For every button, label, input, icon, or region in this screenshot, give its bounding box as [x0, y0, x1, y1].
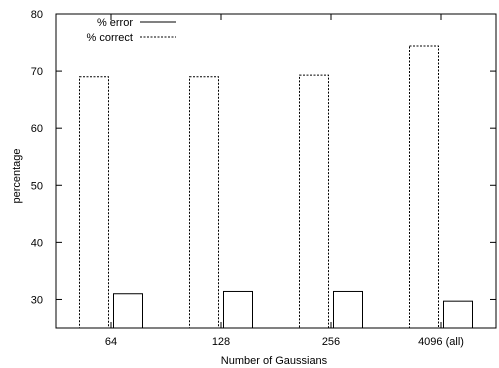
x-tick-label: 256 [322, 336, 340, 348]
x-tick-label: 128 [212, 336, 230, 348]
y-tick-label: 70 [31, 66, 43, 78]
bar-error-1 [223, 290, 253, 329]
legend-label-error: % error [97, 17, 133, 29]
bar-correct-3 [409, 45, 439, 329]
y-axis-title: percentage [11, 148, 23, 203]
x-axis-title: Number of Gaussians [221, 355, 328, 367]
x-tick-label: 64 [105, 336, 117, 348]
bar-error-3 [443, 300, 473, 329]
axes [55, 13, 497, 329]
bar-correct-1 [189, 76, 219, 329]
y-tick-label: 30 [31, 294, 43, 306]
y-tick-label: 50 [31, 180, 43, 192]
legend: % error % correct [87, 17, 176, 44]
plot-frame [55, 13, 497, 329]
y-tick-label: 60 [31, 123, 43, 135]
bar-error-0 [113, 293, 143, 329]
bar-correct-2 [299, 74, 329, 329]
y-tick-label: 40 [31, 237, 43, 249]
x-tick-label: 4096 (all) [418, 336, 464, 348]
legend-label-correct: % correct [87, 32, 133, 44]
bar-correct-0 [79, 76, 109, 329]
bar-error-2 [333, 290, 363, 329]
tick-labels: 30 40 50 60 70 80 64 128 256 4096 (all) [31, 9, 464, 348]
y-tick-label: 80 [31, 9, 43, 21]
bars [79, 45, 473, 329]
